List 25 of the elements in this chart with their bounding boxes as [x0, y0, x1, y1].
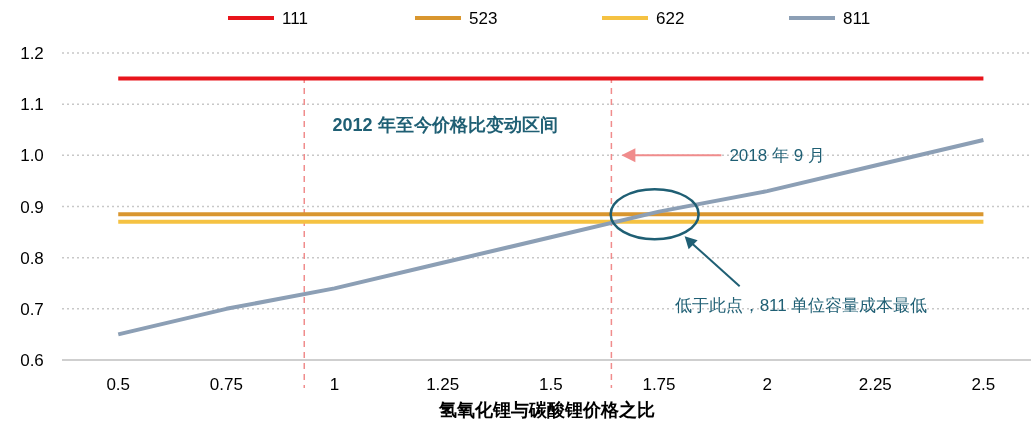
x-axis-title: 氢氧化锂与碳酸锂价格之比 [437, 400, 655, 420]
annotation: 2018 年 9 月 [729, 146, 825, 166]
annotation: 低于此点，811 单位容量成本最低 [674, 296, 928, 316]
x-tick-label: 2.25 [858, 375, 892, 394]
y-tick-label: 0.7 [20, 299, 44, 319]
legend-label: 811 [843, 9, 871, 28]
x-tick-label: 2.5 [971, 375, 996, 394]
y-tick-label: 0.9 [20, 197, 44, 217]
x-tick-label: 1.75 [642, 375, 676, 394]
y-tick-label: 0.6 [20, 351, 44, 370]
x-tick-label: 0.75 [209, 375, 243, 394]
legend-label: 523 [469, 9, 498, 28]
annotation: 2012 年至今价格比变动区间 [332, 115, 558, 135]
x-tick-label: 2 [762, 375, 772, 394]
x-tick-label: 1.25 [426, 375, 460, 394]
x-tick-label: 1 [329, 375, 340, 394]
y-tick-label: 1.1 [20, 95, 44, 115]
y-tick-label: 1.0 [20, 146, 44, 166]
x-tick-label: 0.5 [106, 375, 131, 394]
x-tick-label: 1.5 [539, 375, 563, 394]
y-tick-label: 0.8 [20, 248, 44, 268]
legend-label: 622 [656, 9, 685, 28]
y-tick-label: 1.2 [20, 44, 44, 63]
legend-label: 111 [282, 9, 308, 28]
line-series [116, 137, 986, 337]
